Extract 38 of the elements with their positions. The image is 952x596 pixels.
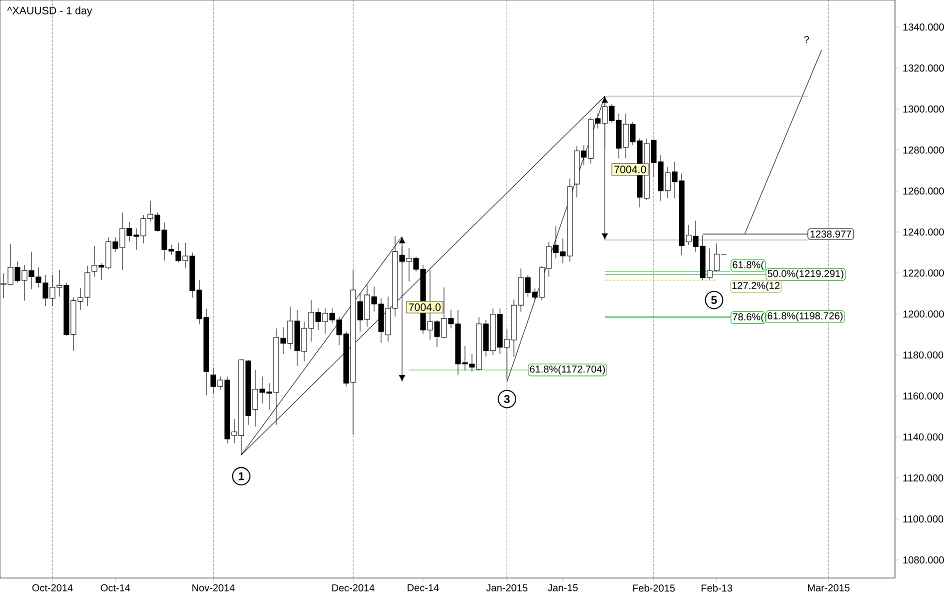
x-tick-label: Nov-2014 [192, 584, 235, 592]
x-tick-label: Oct-14 [100, 584, 130, 592]
annotation: 61.8%( [732, 260, 764, 270]
annotation: 3 [504, 395, 510, 404]
y-tick-label: 1220.000 [903, 269, 944, 277]
annotation: 1 [238, 472, 244, 480]
x-tick-label: Mar-2015 [808, 584, 850, 592]
y-tick-label: 1340.000 [903, 24, 944, 31]
x-tick-label: Dec-14 [408, 584, 439, 592]
x-tick-label: Jan-15 [548, 584, 578, 592]
annotation: ? [804, 36, 809, 44]
y-tick-label: 1140.000 [903, 433, 944, 441]
annotation: 78.6%( [732, 313, 764, 322]
x-tick-label: Dec-2014 [332, 584, 374, 592]
x-tick-label: Oct-2014 [32, 584, 73, 592]
y-tick-label: 1320.000 [903, 64, 944, 72]
y-tick-label: 1100.000 [903, 515, 944, 523]
annotation: 7004.0 [408, 303, 441, 311]
annotation: 5 [711, 296, 717, 304]
y-tick-label: 1260.000 [903, 187, 944, 195]
x-tick-label: Jan-2015 [486, 584, 528, 592]
annotation: 1238.977 [810, 230, 852, 238]
x-tick-label: Feb-13 [702, 584, 732, 592]
y-tick-label: 1080.000 [903, 556, 944, 564]
y-tick-label: 1240.000 [903, 228, 944, 236]
y-tick-label: 1180.000 [903, 351, 944, 359]
y-tick-label: 1120.000 [903, 474, 944, 482]
y-tick-label: 1160.000 [903, 392, 944, 400]
y-tick-label: 1280.000 [903, 146, 944, 154]
y-tick-label: 1300.000 [903, 105, 944, 113]
text: ^XAUUSD - 1 day [7, 6, 92, 16]
annotation: 127.2%(12 [732, 282, 780, 292]
y-tick-label: 1200.000 [903, 310, 944, 318]
annotation: 7004.0 [614, 166, 646, 174]
x-tick-label: Feb-2015 [633, 584, 675, 592]
annotation: 61.8%(1172.704) [530, 365, 605, 375]
annotation: 61.8%(1198.726) [768, 312, 843, 322]
annotation: 50.0%(1219.291) [768, 270, 844, 280]
